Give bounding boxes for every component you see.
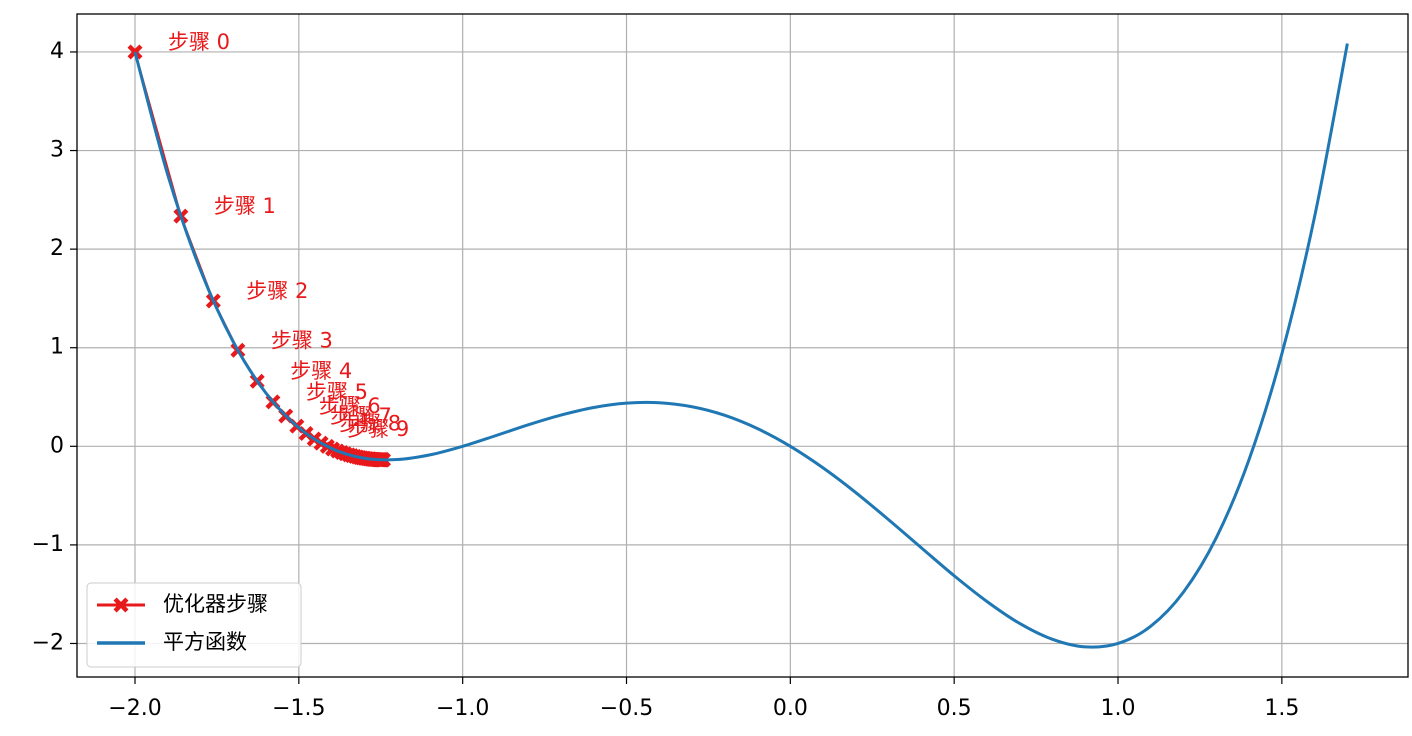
- step-annotation: 步骤 5: [306, 380, 368, 404]
- step-annotation: 步骤 8: [339, 411, 401, 435]
- axes-frame: [76, 13, 1409, 678]
- y-tick-label: 2: [50, 236, 64, 261]
- y-tick-label: 4: [50, 39, 64, 64]
- y-tick-label: −2: [32, 630, 64, 655]
- x-tick-label: 1.0: [1101, 696, 1136, 721]
- y-tick-label: 3: [50, 138, 64, 163]
- step-annotation: 步骤 7: [330, 404, 392, 428]
- x-tick-label: −0.5: [600, 696, 653, 721]
- step-annotation: 步骤 9: [347, 417, 409, 441]
- step-annotation: 步骤 4: [290, 359, 352, 383]
- legend-label: 平方函数: [163, 630, 247, 654]
- x-tick-label: −1.0: [436, 696, 489, 721]
- step-annotation: 步骤 0: [168, 30, 230, 54]
- x-tick-label: −1.5: [272, 696, 325, 721]
- x-tick-label: −2.0: [108, 696, 161, 721]
- plot-area: 步骤 0 步骤 1 步骤 2 步骤 3 步骤 4步骤 5步骤 6步骤 7步骤 8步骤 9: [127, 30, 1349, 649]
- series-line: [133, 43, 1349, 649]
- y-tick-label: 1: [50, 335, 64, 360]
- x-tick-label: 0.5: [937, 696, 972, 721]
- step-annotation: 步骤 2: [246, 279, 308, 303]
- step-annotation: 步骤 6: [319, 394, 381, 418]
- legend-marker: [113, 597, 129, 613]
- step-annotation: 步骤 3: [271, 328, 333, 352]
- step-annotation: 步骤 1: [214, 194, 276, 218]
- x-tick-label: 1.5: [1264, 696, 1299, 721]
- legend-label: 优化器步骤: [163, 592, 268, 616]
- ticks: −2.0 −1.5 −1.0 −0.5 0.0 0.5 1.0 1.5 −2 −1 0 1 2 3 4: [32, 39, 1300, 721]
- x-tick-label: 0.0: [773, 696, 808, 721]
- y-tick-label: −1: [32, 532, 64, 557]
- y-tick-label: 0: [50, 433, 64, 458]
